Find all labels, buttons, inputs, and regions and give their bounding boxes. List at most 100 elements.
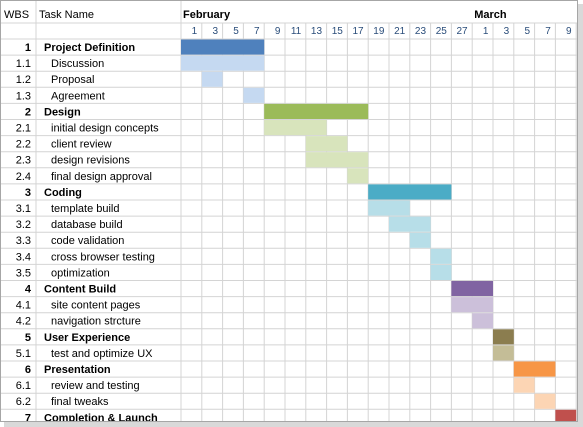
wbs-number: 5.1 (16, 348, 31, 360)
wbs-number: 6.2 (16, 396, 31, 408)
task-bar (201, 71, 223, 87)
grid-lines (1, 1, 577, 421)
task-name: Design (44, 106, 81, 118)
task-name: design revisions (51, 155, 130, 167)
task-bars (181, 39, 577, 421)
day-tick-label: 7 (254, 26, 260, 37)
task-name: Proposal (51, 74, 94, 86)
wbs-number: 1 (25, 42, 31, 54)
task-bar (264, 120, 327, 136)
day-tick-label: 9 (275, 26, 281, 37)
wbs-number: 2.2 (16, 139, 31, 151)
task-bar (430, 264, 452, 280)
task-name: Content Build (44, 284, 116, 296)
wbs-header: WBS (4, 9, 29, 21)
frame-shadow-right (578, 4, 583, 427)
task-bar (305, 136, 348, 152)
task-name: cross browser testing (51, 251, 155, 263)
day-tick-label: 17 (352, 26, 364, 37)
wbs-number: 2.1 (16, 123, 31, 135)
task-name: initial design concepts (51, 123, 159, 135)
task-name: User Experience (44, 332, 130, 344)
day-tick-label: 25 (436, 26, 448, 37)
task-name: site content pages (51, 300, 141, 312)
day-tick-label: 1 (483, 26, 489, 37)
frame-shadow-bottom (4, 422, 583, 427)
wbs-number: 3.1 (16, 203, 31, 215)
wbs-number: 7 (25, 412, 31, 421)
task-bar (534, 393, 556, 409)
task-bar (305, 152, 369, 168)
day-tick-label: 3 (504, 26, 510, 37)
wbs-number: 4 (25, 284, 32, 296)
task-bar (389, 216, 431, 232)
day-tick-label: 1 (192, 26, 198, 37)
wbs-number: 2 (25, 106, 31, 118)
task-name: code validation (51, 235, 124, 247)
task-bar (409, 232, 431, 248)
day-tick-label: 27 (456, 26, 468, 37)
day-tick-label: 3 (212, 26, 218, 37)
task-bar (513, 377, 535, 393)
day-tick-label: 23 (415, 26, 427, 37)
task-name: Project Definition (44, 42, 135, 54)
task-name: Discussion (51, 58, 104, 70)
task-name: optimization (51, 267, 110, 279)
task-bar (368, 184, 452, 200)
wbs-number: 2.3 (16, 155, 31, 167)
task-bar (451, 281, 493, 297)
day-tick-label: 19 (373, 26, 385, 37)
month-label: February (183, 9, 231, 21)
task-rows: 1 Project Definition 1.1 Discussion 1.2 Propo… (16, 42, 159, 421)
task-bar (430, 248, 452, 264)
month-labels: February March (183, 9, 507, 21)
wbs-number: 5 (25, 332, 31, 344)
wbs-number: 3.5 (16, 267, 31, 279)
task-name: navigation strcture (51, 316, 141, 328)
month-label: March (474, 9, 507, 21)
wbs-number: 1.1 (16, 58, 31, 70)
wbs-number: 2.4 (16, 171, 31, 183)
wbs-number: 3.2 (16, 219, 31, 231)
day-tick-label: 11 (291, 26, 302, 37)
task-bar (243, 87, 265, 103)
wbs-number: 6.1 (16, 380, 31, 392)
gantt-chart-frame: WBS Task Name February March 1 3 5 7 9 11 13 15 1… (0, 0, 578, 422)
day-tick-label: 7 (545, 26, 551, 37)
task-bar (493, 345, 514, 361)
gantt-chart: WBS Task Name February March 1 3 5 7 9 11 13 15 1… (1, 1, 577, 421)
task-bar (264, 103, 369, 119)
day-tick-labels: 1 3 5 7 9 11 13 15 17 19 21 23 25 27 1 3 5 7 9 (192, 26, 572, 37)
day-tick-label: 15 (332, 26, 344, 37)
task-bar (493, 329, 514, 345)
task-bar (347, 168, 369, 184)
task-name: final design approval (51, 171, 152, 183)
wbs-number: 3 (25, 187, 31, 199)
task-name: database build (51, 219, 123, 231)
wbs-number: 6 (25, 364, 31, 376)
task-bar (368, 200, 410, 216)
wbs-number: 1.3 (16, 90, 31, 102)
task-bar (181, 55, 265, 71)
task-name: Completion & Launch (44, 412, 158, 421)
task-name: Presentation (44, 364, 111, 376)
task-bar (451, 297, 493, 313)
chart-header: WBS Task Name (4, 9, 94, 21)
day-tick-label: 21 (394, 26, 406, 37)
task-name: client review (51, 139, 112, 151)
wbs-number: 4.1 (16, 300, 31, 312)
task-name: final tweaks (51, 396, 109, 408)
wbs-number: 1.2 (16, 74, 31, 86)
task-name: template build (51, 203, 120, 215)
task-bar (555, 409, 577, 421)
day-tick-label: 9 (566, 26, 572, 37)
day-tick-label: 5 (233, 26, 239, 37)
task-name: Coding (44, 187, 82, 199)
wbs-number: 4.2 (16, 316, 31, 328)
task-bar (181, 39, 265, 55)
task-name-header: Task Name (39, 9, 94, 21)
day-tick-label: 13 (311, 26, 323, 37)
task-name: Agreement (51, 90, 105, 102)
task-name: review and testing (51, 380, 140, 392)
wbs-number: 3.4 (16, 251, 31, 263)
